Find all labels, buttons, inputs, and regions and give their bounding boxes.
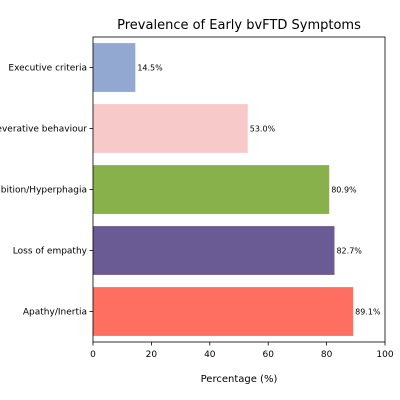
bars-group: [93, 43, 354, 336]
bar-3: [93, 104, 248, 153]
x-tick-label-3: 60: [262, 350, 274, 360]
x-tick-label-2: 40: [204, 350, 216, 360]
data-label-1: 82.7%: [336, 247, 362, 256]
data-labels: 89.1% 82.7% 80.9% 53.0% 14.5%: [137, 64, 381, 317]
bar-4: [93, 43, 136, 92]
bar-1: [93, 226, 335, 275]
data-label-2: 80.9%: [331, 186, 357, 195]
plot-frame: [92, 36, 386, 343]
x-tick-label-0: 0: [90, 350, 96, 360]
y-tick-label-0: Apathy/Inertia: [23, 308, 87, 318]
data-label-4: 14.5%: [137, 64, 163, 73]
bar-2: [93, 165, 330, 214]
bar-0: [93, 287, 354, 336]
y-tick-label-4: Executive criteria: [8, 64, 87, 74]
x-tick-label-4: 80: [321, 350, 333, 360]
x-tick-label-1: 20: [146, 350, 158, 360]
chart-title: Prevalence of Early bvFTD Symptoms: [117, 18, 361, 33]
x-tick-label-5: 100: [376, 350, 393, 360]
y-tick-label-1: Loss of empathy: [13, 247, 88, 257]
data-label-0: 89.1%: [355, 308, 381, 317]
y-tick-labels: Apathy/Inertia Loss of empathy Disinhibiti…: [0, 64, 93, 318]
x-axis-label: Percentage (%): [201, 374, 278, 385]
y-tick-label-3: Perseverative behaviour: [0, 125, 87, 135]
data-label-3: 53.0%: [250, 125, 276, 134]
y-tick-label-2: Disinhibition/Hyperphagia: [0, 186, 87, 196]
x-ticks: 0 20 40 60 80 100: [90, 342, 394, 360]
